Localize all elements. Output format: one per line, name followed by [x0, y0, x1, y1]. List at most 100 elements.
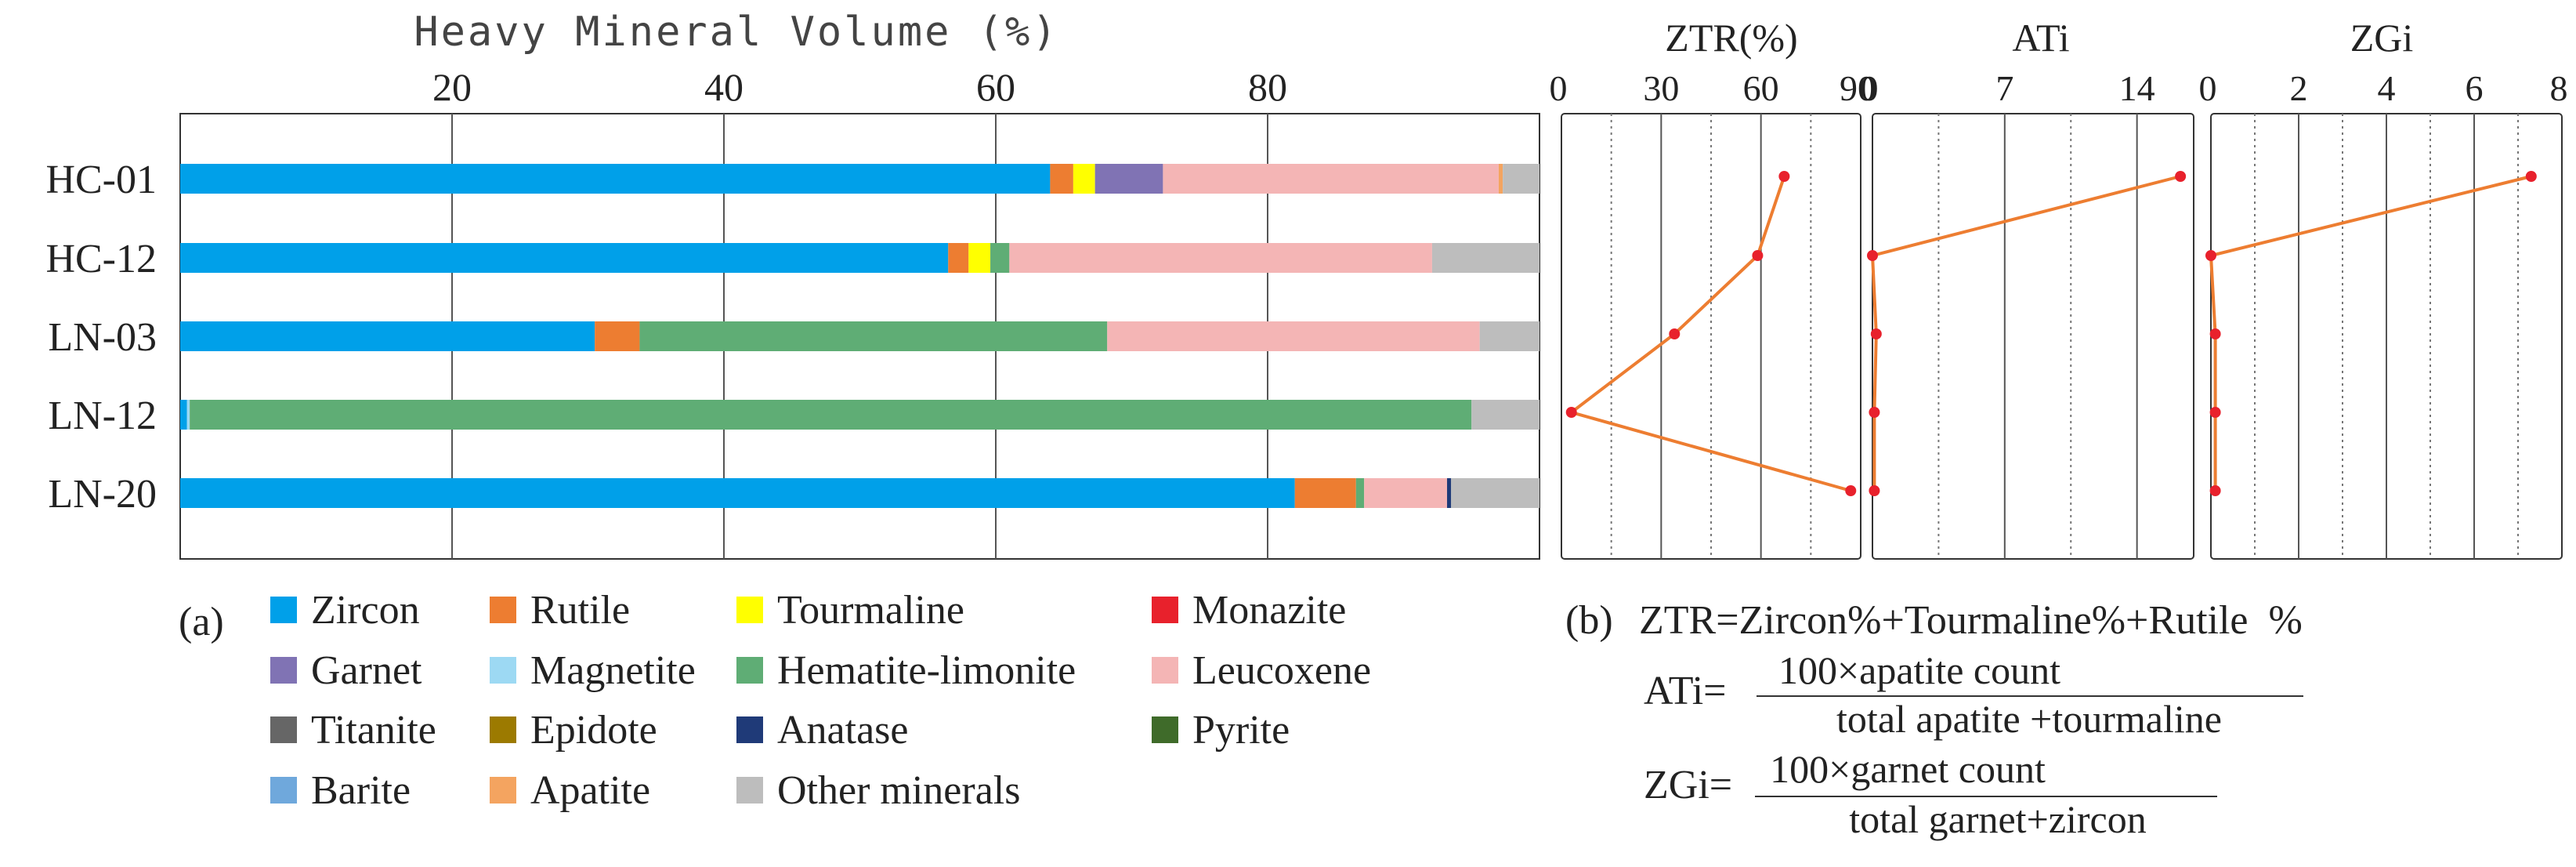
legend-label: Apatite — [530, 768, 650, 813]
bar-category-label: LN-12 — [48, 394, 157, 438]
bar-segment-garnet — [1094, 164, 1163, 194]
line-x-tick-label: 30 — [1643, 68, 1679, 108]
bar-category-label: LN-03 — [48, 315, 157, 360]
legend-item-zircon: Zircon — [270, 588, 420, 633]
bar-segment-other-minerals — [1431, 243, 1539, 273]
legend-swatch — [736, 597, 763, 623]
bar-chart-x-axis-title: Heavy Mineral Volume (%) — [414, 9, 1058, 56]
bar-x-tick-label: 60 — [976, 65, 1015, 109]
line-panel-title: ZTR(%) — [1665, 16, 1797, 60]
bar-segment-leucoxene — [1009, 243, 1432, 273]
legend-swatch — [490, 777, 516, 804]
line-point-ln-12 — [1869, 407, 1880, 418]
line-point-ln-03 — [1870, 328, 1882, 339]
line-point-ln-20 — [1869, 485, 1880, 496]
legend-item-tourmaline: Tourmaline — [736, 588, 964, 633]
bar-segment-leucoxene — [1163, 164, 1499, 194]
bar-segment-rutile — [1050, 164, 1073, 194]
bar-category-label: HC-01 — [45, 158, 157, 202]
legend-label: Other minerals — [777, 768, 1020, 813]
ztr-formula: ZTR=Zircon%+Tourmaline%+Rutile % — [1639, 598, 2303, 643]
legend-swatch — [736, 716, 763, 743]
bar-segment-other-minerals — [1451, 478, 1539, 508]
legend-label: Monazite — [1192, 588, 1346, 633]
line-panel-ati: ATi 0 7 14 — [1861, 16, 2194, 560]
line-series-ati — [1870, 175, 2181, 491]
legend-label: Zircon — [311, 588, 420, 633]
line-x-tick-label: 6 — [2466, 68, 2484, 108]
bar-segment-other-minerals — [1471, 400, 1539, 430]
line-point-ln-03 — [1669, 328, 1681, 339]
bar-x-tick-label: 20 — [432, 65, 472, 109]
legend-label: Tourmaline — [777, 588, 964, 633]
line-x-tick-label: 7 — [1995, 68, 2013, 108]
bar-segment-anatase — [1447, 478, 1452, 508]
bar-segment-rutile — [948, 243, 969, 273]
bar-segment-other-minerals — [1503, 164, 1539, 194]
bar-segment-tourmaline — [1073, 164, 1095, 194]
zgi-denominator: total garnet+zircon — [1849, 797, 2146, 841]
line-x-tick-label: 14 — [2119, 68, 2155, 108]
legend-item-monazite: Monazite — [1152, 588, 1346, 633]
bar-segment-leucoxene — [1364, 478, 1448, 508]
bar-category-label: HC-12 — [45, 237, 157, 281]
legend-item-magnetite: Magnetite — [490, 648, 696, 693]
legend-label: Anatase — [777, 708, 908, 753]
legend-swatch — [490, 716, 516, 743]
legend-label: Pyrite — [1192, 708, 1290, 753]
legend-label: Leucoxene — [1192, 648, 1371, 693]
legend-swatch — [270, 777, 297, 804]
line-point-hc-12 — [1867, 250, 1878, 261]
bar-segment-magnetite — [186, 400, 190, 430]
legend-swatch — [736, 777, 763, 804]
bar-segment-zircon — [180, 164, 1051, 194]
legend-swatch — [270, 657, 297, 684]
line-series-zgi — [2209, 175, 2532, 491]
legend-swatch — [490, 657, 516, 684]
bar-segment-leucoxene — [1107, 321, 1480, 351]
bar-segment-tourmaline — [968, 243, 991, 273]
formulas: (b) ZTR=Zircon%+Tourmaline%+Rutile % ATi… — [1565, 598, 2303, 841]
bar-segment-apatite — [1498, 164, 1503, 194]
bar-segment-rutile — [1294, 478, 1356, 508]
bar-segment-hematite-limonite — [1355, 478, 1365, 508]
line-point-ln-20 — [1845, 485, 1857, 496]
legend-item-pyrite: Pyrite — [1152, 708, 1290, 753]
ati-prefix: ATi= — [1644, 669, 1727, 713]
line-x-tick-label: 0 — [1550, 68, 1568, 108]
panel-b-label: (b) — [1565, 598, 1613, 643]
bar-segment-other-minerals — [1479, 321, 1539, 351]
bar-segment-zircon — [180, 243, 949, 273]
legend-item-rutile: Rutile — [490, 588, 630, 633]
legend-item-titanite: Titanite — [270, 708, 436, 753]
legend-swatch — [490, 597, 516, 623]
line-point-ln-20 — [2209, 485, 2221, 496]
legend-label: Hematite-limonite — [777, 648, 1076, 693]
bar-segment-zircon — [180, 321, 595, 351]
zgi-numerator: 100×garnet count — [1770, 747, 2046, 791]
legend-item-apatite: Apatite — [490, 768, 650, 813]
line-panel-frame — [1872, 113, 2194, 560]
line-panel-ztr: ZTR(%) 0 30 60 90 — [1550, 16, 1876, 560]
legend-item-epidote: Epidote — [490, 708, 657, 753]
line-point-hc-01 — [2525, 171, 2537, 182]
bar-chart: 20 40 60 80 HC-01 HC-12 LN-03 LN-12 LN-20 — [45, 65, 1540, 560]
line-panel-title: ZGi — [2350, 16, 2414, 60]
legend-label: Garnet — [311, 648, 422, 693]
legend-swatch — [736, 657, 763, 684]
legend-swatch — [1152, 716, 1178, 743]
legend-swatch — [1152, 597, 1178, 623]
legend-item-other-minerals: Other minerals — [736, 768, 1020, 813]
ati-numerator: 100×apatite count — [1778, 648, 2060, 692]
line-x-tick-label: 0 — [1861, 68, 1879, 108]
bar-segment-zircon — [180, 478, 1295, 508]
line-point-hc-12 — [2205, 250, 2216, 261]
legend-swatch — [1152, 657, 1178, 684]
line-panel-title: ATi — [2012, 16, 2069, 60]
panel-a-label: (a) — [179, 600, 224, 644]
legend-swatch — [270, 716, 297, 743]
line-x-tick-label: 4 — [2378, 68, 2396, 108]
legend-swatch — [270, 597, 297, 623]
line-x-tick-label: 60 — [1743, 68, 1779, 108]
